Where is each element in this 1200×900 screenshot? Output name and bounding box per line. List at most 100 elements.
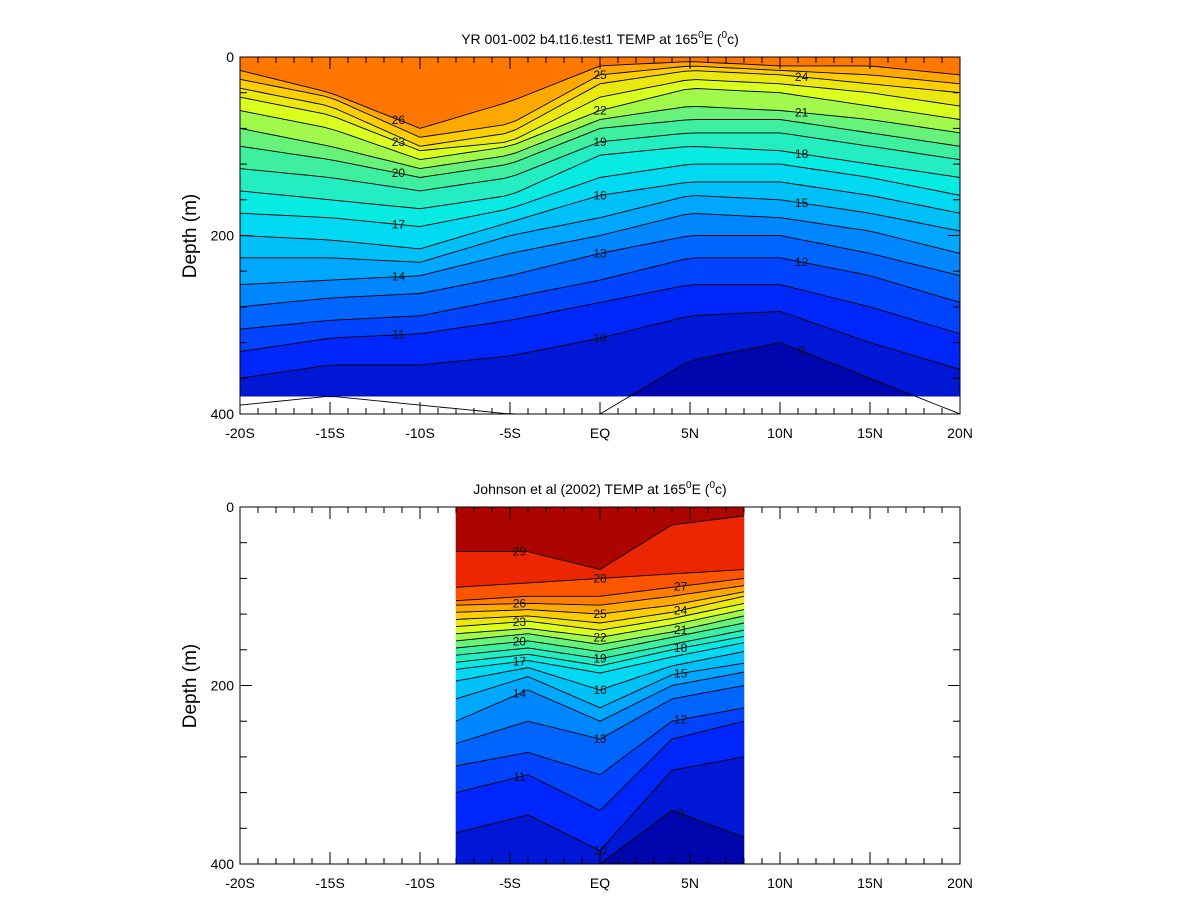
isotherm-label: 10 — [593, 844, 607, 858]
isotherm-line — [240, 284, 960, 352]
isotherm-line — [455, 595, 745, 624]
isotherm-label: 14 — [513, 687, 527, 701]
isotherm-label: 25 — [593, 607, 607, 621]
x-tick-label: 15N — [857, 425, 883, 441]
x-tick-label: -20S — [225, 875, 255, 891]
isotherm-label: 9 — [798, 344, 805, 358]
isotherm-line — [456, 515, 745, 570]
temperature-band — [240, 342, 960, 397]
isotherm-label: 29 — [513, 545, 527, 559]
isotherm-label: 17 — [392, 217, 406, 231]
isotherm-line — [240, 213, 960, 286]
x-tick-label: -10S — [405, 425, 435, 441]
y-axis-label: Depth (m) — [180, 194, 201, 278]
isotherm-label: 18 — [674, 641, 688, 655]
isotherm-label: 22 — [593, 104, 607, 118]
isotherm-label: 25 — [593, 68, 607, 82]
isotherm-label: 13 — [593, 246, 607, 260]
isotherm-label: 23 — [392, 135, 406, 149]
isotherm-line — [240, 195, 960, 263]
isotherm-line — [455, 609, 745, 638]
isotherm-label: 11 — [392, 328, 405, 342]
isotherm-line — [455, 720, 745, 812]
isotherm-label: 26 — [392, 113, 406, 127]
isotherm-label: 21 — [795, 106, 809, 120]
y-tick-label: 0 — [226, 499, 234, 515]
isotherm-label: 16 — [593, 188, 607, 202]
isotherm-line — [455, 662, 745, 709]
isotherm-line — [455, 591, 745, 615]
x-tick-label: -10S — [405, 875, 435, 891]
isotherm-label: 15 — [795, 196, 809, 210]
isotherm-label: 13 — [593, 732, 607, 746]
contour-labels: 29 28 27 26 25 24 23 22 21 20 19 18 17 16 15 14 13 12 11 10… — [513, 545, 688, 858]
isotherm-line — [455, 685, 745, 744]
isotherm-label: 28 — [593, 571, 607, 585]
isotherm-label: 24 — [795, 70, 809, 84]
isotherm-label: 20 — [513, 635, 527, 649]
isotherm-line — [455, 671, 745, 722]
contour-labels: 26 25 24 23 22 21 20 19 18 17 16 15 14 13 12 11 10 9 — [392, 68, 809, 358]
isotherm-line — [455, 707, 745, 776]
isotherm-label: 23 — [513, 615, 527, 629]
x-tick-label: 20N — [947, 875, 973, 891]
isotherm-line — [455, 569, 745, 588]
isotherm-line — [455, 602, 745, 631]
x-axis: -20S -15S -10S -5S EQ 5N 10N 15N 20N — [225, 57, 973, 441]
isotherm-line — [240, 88, 960, 161]
x-tick-label: EQ — [590, 875, 610, 891]
isotherm-label: 10 — [593, 331, 607, 345]
isotherm-line — [456, 809, 745, 864]
chart-title: YR 001-002 b4.t16.test1 TEMP at 1650E (0… — [461, 30, 739, 47]
x-tick-label: 5N — [681, 425, 699, 441]
chart-title: Johnson et al (2002) TEMP at 1650E (0c) — [473, 480, 726, 497]
isotherm-label: 19 — [593, 652, 607, 666]
y-tick-label: 200 — [211, 228, 235, 244]
isotherm-label: 11 — [513, 770, 526, 784]
x-axis: -20S -15S -10S -5S EQ 5N 10N 15N 20N — [225, 507, 973, 891]
isotherm-label: 26 — [513, 597, 527, 611]
isotherm-line — [455, 577, 745, 602]
isotherm-lines — [455, 515, 745, 864]
isotherm-line — [240, 79, 960, 152]
isotherm-label: 9 — [677, 807, 684, 821]
x-tick-label: -15S — [315, 425, 345, 441]
y-tick-label: 400 — [211, 406, 235, 422]
panel-model: YR 001-002 b4.t16.test1 TEMP at 1650E (0… — [180, 30, 973, 441]
isotherm-label: 17 — [513, 655, 527, 669]
isotherm-line — [240, 310, 960, 379]
y-tick-label: 0 — [226, 49, 234, 65]
isotherm-line — [240, 163, 960, 228]
isotherm-label: 21 — [674, 623, 688, 637]
y-tick-label: 400 — [211, 856, 235, 872]
isotherm-label: 18 — [795, 147, 809, 161]
isotherm-label: 14 — [392, 270, 406, 284]
isotherm-line — [240, 146, 960, 210]
x-tick-label: 15N — [857, 875, 883, 891]
isotherm-label: 27 — [674, 579, 688, 593]
isotherm-line — [455, 615, 745, 645]
x-tick-label: -15S — [315, 875, 345, 891]
y-axis-label: Depth (m) — [180, 644, 201, 728]
x-tick-label: EQ — [590, 425, 610, 441]
isotherm-label: 20 — [392, 166, 406, 180]
isotherm-line — [240, 235, 960, 308]
x-tick-label: 20N — [947, 425, 973, 441]
isotherm-line — [455, 585, 745, 606]
isotherm-line — [240, 70, 960, 147]
isotherm-line — [455, 635, 745, 667]
x-tick-label: 10N — [767, 425, 793, 441]
isotherm-line — [240, 132, 960, 192]
isotherm-line — [455, 651, 745, 691]
isotherm-line — [455, 629, 745, 660]
y-axis: 0 200 400 — [211, 49, 960, 422]
isotherm-label: 15 — [674, 666, 688, 680]
isotherm-line — [240, 119, 960, 178]
isotherm-line — [455, 756, 745, 852]
isotherm-line — [240, 342, 960, 414]
x-tick-label: -20S — [225, 425, 255, 441]
y-tick-label: 200 — [211, 678, 235, 694]
isotherm-line — [240, 257, 960, 330]
x-tick-label: 5N — [681, 875, 699, 891]
